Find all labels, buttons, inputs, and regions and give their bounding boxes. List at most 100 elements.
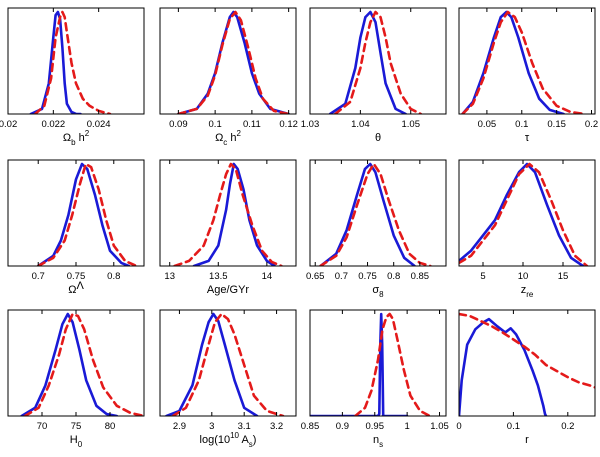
tick-label: 0.12 <box>279 119 298 130</box>
tick-label: 0.95 <box>366 421 385 432</box>
series-red-dashed <box>459 312 595 389</box>
series-red-dashed <box>459 162 589 266</box>
panel-2: 0.09 0.1 0.11 0.12 Ωc h2 <box>159 7 298 147</box>
tick-label: 0.85 <box>301 421 320 432</box>
tick-label: 0.2 <box>561 421 574 432</box>
x-axis-label: θ <box>375 132 381 144</box>
axes-frame <box>458 159 596 267</box>
tick-label: 3.2 <box>270 421 283 432</box>
series-blue-solid <box>36 162 131 266</box>
series-red-dashed <box>177 10 290 114</box>
panel-4: 0.05 0.1 0.15 0.2 τ <box>458 7 598 144</box>
tick-label: 0.8 <box>107 271 120 282</box>
x-axis-label: ns <box>373 434 383 449</box>
tick-label: 70 <box>37 421 48 432</box>
series-blue-solid <box>459 317 548 416</box>
x-axis-label: Ωb h2 <box>63 129 90 147</box>
tick-label: 0.65 <box>306 271 325 282</box>
x-axis-label: zre <box>521 284 534 299</box>
tick-label: 15 <box>558 271 569 282</box>
x-axis-label: Age/GYr <box>207 284 250 296</box>
tick-label: 3.1 <box>238 421 251 432</box>
axes-frame <box>7 7 145 115</box>
series-red-dashed <box>173 162 283 266</box>
tick-label: 1.04 <box>351 119 370 130</box>
axes-frame <box>159 159 297 267</box>
series-red-dashed <box>36 162 138 266</box>
series-blue-solid <box>310 312 409 416</box>
x-axis-label: H0 <box>70 434 83 449</box>
series-blue-solid <box>20 312 119 416</box>
x-axis-label: r <box>525 434 529 446</box>
series-blue-solid <box>165 312 259 416</box>
tick-label: 0.024 <box>87 119 111 130</box>
series-red-dashed <box>23 312 144 416</box>
tick-label: 0.09 <box>169 119 188 130</box>
series-blue-solid <box>177 10 290 114</box>
x-axis-label: ΩΛ <box>68 280 84 296</box>
panel-3: 1.03 1.04 1.05 θ <box>301 7 447 144</box>
tick-label: 0.1 <box>507 421 520 432</box>
series-red-dashed <box>171 312 285 416</box>
axes-frame <box>159 7 297 115</box>
series-blue-solid <box>29 10 82 114</box>
tick-label: 3 <box>209 421 214 432</box>
x-axis-label: Ωc h2 <box>215 129 241 147</box>
tick-label: 0.85 <box>411 271 430 282</box>
series-red-dashed <box>461 10 586 114</box>
tick-label: 0.75 <box>67 271 86 282</box>
axes-frame <box>309 309 447 417</box>
tick-label: 0.7 <box>335 271 348 282</box>
panel-10: 2.9 3 3.1 3.2 log(1010 As) <box>159 309 297 449</box>
axes-frame <box>309 159 447 267</box>
tick-label: 0 <box>456 421 461 432</box>
panel-9: 70 75 80 H0 <box>7 309 145 449</box>
series-blue-solid <box>319 162 416 266</box>
panel-7: 0.65 0.7 0.75 0.8 0.85 σ8 <box>306 159 447 299</box>
panel-11: 0.85 0.9 0.95 1 1.05 ns <box>301 309 449 449</box>
panel-12: 0 0.1 0.2 r <box>456 309 596 446</box>
series-blue-solid <box>459 162 585 266</box>
tick-label: 2.9 <box>173 421 186 432</box>
series-blue-solid <box>328 10 407 114</box>
tick-label: 13 <box>164 271 175 282</box>
tick-label: 0.15 <box>547 119 566 130</box>
panel-6: 13 13.5 14 Age/GYr <box>159 159 297 296</box>
tick-label: 13.5 <box>209 271 228 282</box>
tick-label: 1.05 <box>401 119 420 130</box>
tick-label: 80 <box>105 421 116 432</box>
tick-label: 0.1 <box>515 119 528 130</box>
axes-frame <box>309 7 447 115</box>
x-axis-label: σ8 <box>372 284 384 299</box>
series-red-dashed <box>33 10 112 114</box>
tick-label: 0.11 <box>243 119 261 130</box>
tick-label: 1 <box>404 421 409 432</box>
tick-label: 0.9 <box>336 421 349 432</box>
axes-frame <box>7 309 145 417</box>
tick-label: 0.75 <box>358 271 377 282</box>
tick-label: 1.03 <box>301 119 320 130</box>
series-red-dashed <box>333 10 423 114</box>
tick-label: 0.8 <box>387 271 400 282</box>
tick-label: 5 <box>480 271 485 282</box>
tick-label: 0.02 <box>0 119 17 130</box>
series-blue-solid <box>461 10 565 114</box>
tick-label: 0.022 <box>41 119 65 130</box>
axes-frame <box>159 309 297 417</box>
axes-frame <box>458 7 596 115</box>
axes-frame <box>458 309 596 417</box>
tick-label: 0.7 <box>32 271 45 282</box>
tick-label: 10 <box>518 271 529 282</box>
panel-5: 0.7 0.75 0.8 ΩΛ <box>7 159 145 296</box>
tick-label: 0.1 <box>209 119 222 130</box>
panel-8: 5 10 15 zre <box>458 159 596 299</box>
series-blue-solid <box>192 162 276 266</box>
tick-label: 1.05 <box>430 421 449 432</box>
series-red-dashed <box>354 312 432 416</box>
tick-label: 0.05 <box>478 119 497 130</box>
tick-label: 14 <box>262 271 273 282</box>
x-axis-label: log(1010 As) <box>200 431 257 449</box>
tick-label: 75 <box>71 421 82 432</box>
